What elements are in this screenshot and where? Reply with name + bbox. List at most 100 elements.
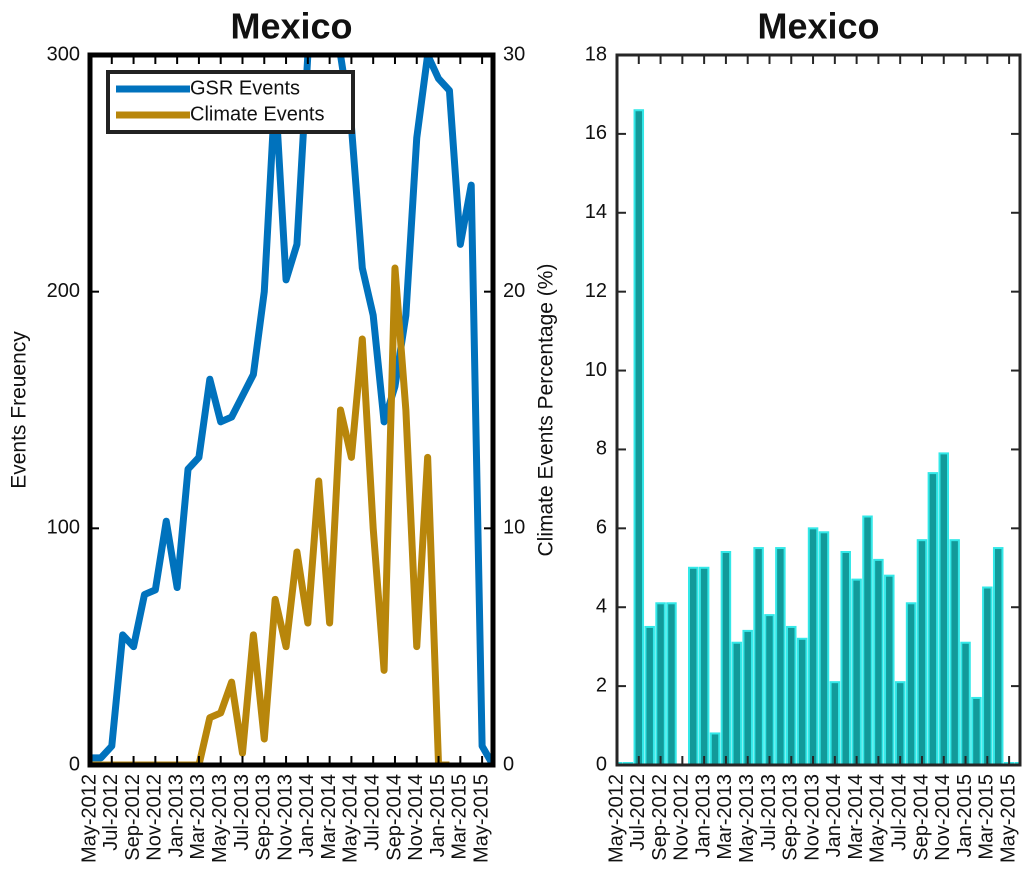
x-tick-label: May-2013 xyxy=(736,774,758,863)
x-tick-label: Mar-2015 xyxy=(976,774,998,860)
y2-tick-label: 20 xyxy=(503,280,525,302)
bar xyxy=(731,641,743,765)
bar xyxy=(992,547,1004,765)
x-tick-label: Sep-2014 xyxy=(910,774,932,861)
y2-tick-label: 30 xyxy=(503,43,525,65)
x-tick-label: Mar-2015 xyxy=(449,774,471,860)
y-tick-label: 16 xyxy=(585,122,607,144)
bar xyxy=(786,625,797,765)
bar xyxy=(818,531,830,765)
chart-title: Mexico xyxy=(757,6,879,47)
x-tick-label: Sep-2013 xyxy=(780,774,802,861)
bar xyxy=(905,602,917,765)
bar xyxy=(884,574,895,765)
bar xyxy=(829,681,841,765)
x-tick-label: Jan-2013 xyxy=(165,774,187,857)
x-tick-label: Nov-2012 xyxy=(144,774,166,861)
x-tick-label: Mar-2014 xyxy=(845,774,867,860)
y-tick-label: 0 xyxy=(69,753,80,775)
bar xyxy=(938,452,950,765)
bar xyxy=(894,681,906,765)
bar xyxy=(753,547,764,765)
x-tick-label: May-2015 xyxy=(470,774,492,863)
y-tick-label: 8 xyxy=(596,438,607,460)
x-tick-label: Jan-2014 xyxy=(823,774,845,857)
x-tick-label: Mar-2013 xyxy=(714,774,736,860)
bar xyxy=(687,566,699,765)
bar xyxy=(851,578,862,765)
y-tick-label: 10 xyxy=(585,359,607,381)
x-tick-label: Jul-2014 xyxy=(888,774,910,851)
x-tick-label: May-2014 xyxy=(340,774,362,863)
series-line xyxy=(90,55,493,765)
bar xyxy=(873,558,884,765)
bar xyxy=(742,629,753,765)
legend-label: Climate Events xyxy=(190,103,325,125)
y-tick-label: 12 xyxy=(585,280,607,302)
y-tick-label: 2 xyxy=(596,674,607,696)
x-tick-label: Jul-2014 xyxy=(361,774,383,851)
y-tick-label: 14 xyxy=(585,201,607,223)
x-tick-label: Nov-2012 xyxy=(671,774,693,861)
y-tick-label: 18 xyxy=(585,43,607,65)
bar xyxy=(720,551,732,765)
x-tick-label: May-2014 xyxy=(867,774,889,863)
bar xyxy=(927,472,939,765)
x-tick-label: May-2015 xyxy=(997,774,1019,863)
bar xyxy=(971,696,982,765)
x-tick-label: Nov-2013 xyxy=(801,774,823,861)
x-tick-label: Mar-2014 xyxy=(318,774,340,860)
x-tick-label: May-2012 xyxy=(78,774,100,863)
series-line xyxy=(90,264,450,765)
bar xyxy=(916,539,928,765)
y-tick-label: 100 xyxy=(47,517,80,539)
y2-tick-label: 10 xyxy=(503,517,525,539)
x-tick-label: Nov-2014 xyxy=(405,774,427,861)
y-axis-label: Events Freuency xyxy=(8,331,31,489)
x-tick-label: Jan-2014 xyxy=(296,774,318,857)
x-tick-label: Jan-2015 xyxy=(427,774,449,857)
x-tick-label: Jul-2012 xyxy=(627,774,649,851)
bar xyxy=(764,614,775,765)
x-tick-label: Jan-2015 xyxy=(954,774,976,857)
x-tick-label: Nov-2014 xyxy=(932,774,954,861)
plot-area xyxy=(90,55,493,765)
bar xyxy=(666,602,677,765)
y2-tick-label: 0 xyxy=(503,753,514,775)
x-tick-label: Mar-2013 xyxy=(187,774,209,860)
x-tick-label: Sep-2012 xyxy=(649,774,671,861)
bar xyxy=(709,732,721,765)
y-tick-label: 200 xyxy=(47,280,80,302)
legend-box xyxy=(106,70,355,134)
x-tick-label: Nov-2013 xyxy=(274,774,296,861)
x-tick-label: Jul-2013 xyxy=(231,774,253,851)
x-tick-label: Jan-2013 xyxy=(692,774,714,857)
x-tick-label: Sep-2012 xyxy=(122,774,144,861)
x-tick-label: May-2012 xyxy=(605,774,627,863)
bar xyxy=(796,637,808,765)
axes-frame xyxy=(87,52,496,768)
bar xyxy=(775,547,786,765)
legend-label: GSR Events xyxy=(190,77,300,99)
plot-area xyxy=(617,109,1020,765)
chart-title: Mexico xyxy=(230,6,352,47)
bar xyxy=(840,551,851,765)
x-tick-label: Sep-2013 xyxy=(253,774,275,861)
x-tick-label: Jul-2013 xyxy=(758,774,780,851)
y-tick-label: 0 xyxy=(596,753,607,775)
bar xyxy=(698,566,710,765)
y-tick-label: 4 xyxy=(596,596,607,618)
bar xyxy=(862,515,873,765)
axes-frame xyxy=(615,53,1022,767)
bar xyxy=(644,625,655,765)
y-tick-label: 300 xyxy=(47,43,80,65)
x-tick-label: Jul-2012 xyxy=(100,774,122,851)
bar xyxy=(633,109,645,765)
y-tick-label: 6 xyxy=(596,517,607,539)
bar xyxy=(807,527,819,765)
x-tick-label: Sep-2014 xyxy=(383,774,405,861)
bar xyxy=(960,641,971,765)
y-axis-label: Climate Events Percentage (%) xyxy=(535,264,558,557)
x-tick-label: May-2013 xyxy=(209,774,231,863)
